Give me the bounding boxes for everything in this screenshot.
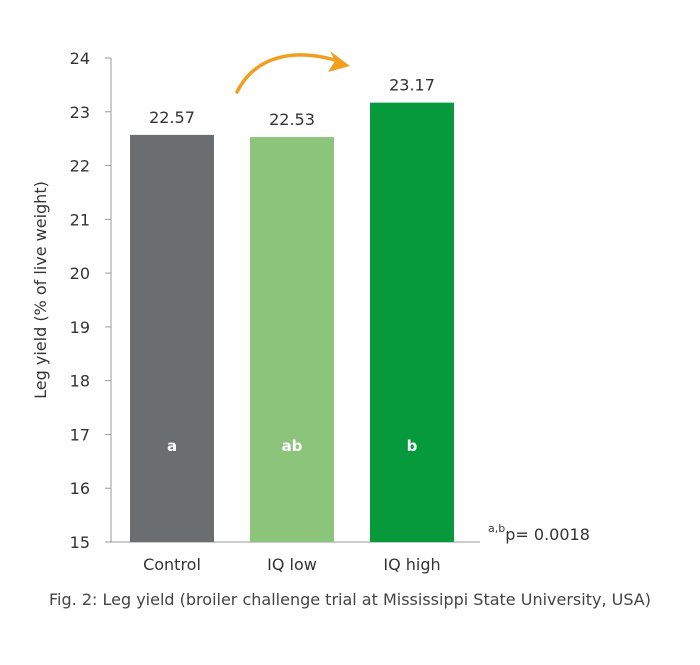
significance-letter: b [407, 437, 418, 455]
bar [370, 102, 454, 542]
y-tick-label: 19 [70, 318, 90, 337]
y-tick-label: 24 [70, 49, 90, 68]
increase-arrow-head [328, 51, 350, 72]
y-axis-label: Leg yield (% of live weight) [31, 181, 50, 399]
bar [250, 137, 334, 542]
y-tick-label: 23 [70, 103, 90, 122]
bar-value-label: 22.53 [269, 110, 315, 129]
y-tick-label: 16 [70, 479, 90, 498]
bar-chart: 15 16 17 18 19 20 21 22 23 24 22.57 a Control 22.53 a… [31, 49, 590, 574]
y-tick-label: 22 [70, 157, 90, 176]
y-axis-ticks: 15 16 17 18 19 20 21 22 23 24 [70, 49, 111, 552]
bars-group: 22.57 a Control 22.53 ab IQ low 23.17 b IQ high [130, 76, 454, 574]
y-tick-label: 15 [70, 533, 90, 552]
p-value-text: p= 0.0018 [505, 525, 590, 544]
increase-arrow-icon [235, 53, 337, 94]
p-value-note: a,bp= 0.0018 [488, 522, 590, 544]
bar [130, 134, 214, 542]
category-label: Control [143, 555, 201, 574]
y-tick-label: 18 [70, 372, 90, 391]
y-tick-label: 17 [70, 425, 90, 444]
figure-caption: Fig. 2: Leg yield (broiler challenge tri… [49, 590, 651, 609]
bar-value-label: 22.57 [149, 108, 195, 127]
bar-value-label: 23.17 [389, 76, 435, 95]
significance-letter: a [167, 437, 177, 455]
significance-letter: ab [282, 437, 303, 455]
y-tick-label: 20 [70, 264, 90, 283]
category-label: IQ high [383, 555, 440, 574]
p-value-superscript: a,b [488, 522, 505, 535]
category-label: IQ low [267, 555, 317, 574]
y-tick-label: 21 [70, 210, 90, 229]
